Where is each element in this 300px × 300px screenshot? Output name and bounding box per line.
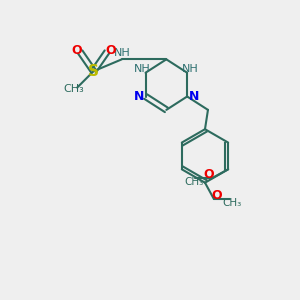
Text: N: N [134,90,144,103]
Text: NH: NH [114,48,131,59]
Text: N: N [188,90,199,103]
Text: NH: NH [182,64,199,74]
Text: CH₃: CH₃ [184,177,204,187]
Text: O: O [71,44,82,57]
Text: NH: NH [134,64,150,74]
Text: O: O [105,44,116,57]
Text: S: S [88,64,99,79]
Text: CH₃: CH₃ [222,198,242,208]
Text: CH₃: CH₃ [64,84,85,94]
Text: O: O [212,189,222,202]
Text: O: O [203,168,214,181]
